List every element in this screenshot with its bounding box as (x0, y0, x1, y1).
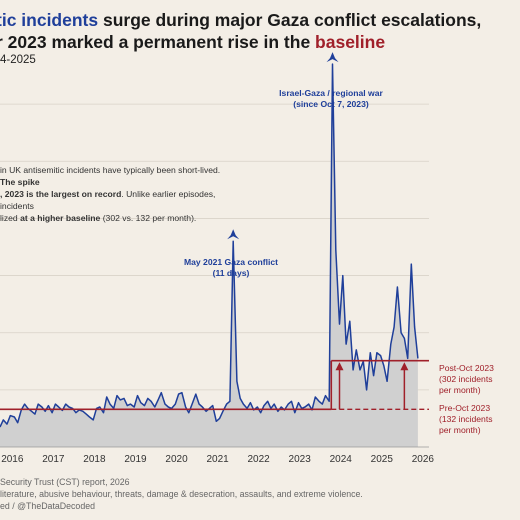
label-pre-line-3: per month) (439, 425, 481, 435)
annotation-may-2021-line-2: (11 days) (213, 268, 250, 278)
rise-arrow-head-1 (335, 362, 344, 371)
note-bold-2: at a higher baseline (20, 213, 101, 223)
label-post-line-1: Post-Oct 2023 (439, 363, 494, 373)
note-text-5: (302 vs. 132 per month). (100, 213, 197, 223)
gridlines (0, 103, 429, 391)
x-tick-2021: 2021 (206, 454, 229, 465)
chart-subtitle: 4-2025 (0, 54, 36, 66)
note-text-4: lized (0, 213, 21, 223)
x-tick-2020: 2020 (165, 454, 188, 465)
note-text-3: . Unlike earlier episodes, incidents (0, 189, 216, 211)
rise-arrows (335, 362, 409, 410)
rise-arrow-head-2 (400, 362, 409, 371)
footer-credit: ed / @TheDataDecoded (0, 501, 96, 511)
note-bold-record: , 2023 is the largest on record (0, 189, 122, 199)
x-tick-2016: 2016 (1, 454, 24, 465)
footer-definition: literature, abusive behaviour, threats, … (0, 489, 363, 499)
note-bold-1: The spike (0, 177, 40, 187)
note-text-1: in UK antisemitic incidents have typical… (0, 165, 221, 175)
burst-icon-1 (227, 229, 240, 240)
x-tick-2022: 2022 (248, 454, 271, 465)
x-tick-2023: 2023 (289, 454, 312, 465)
annotation-may-2021-line-1: May 2021 Gaza conflict (184, 257, 278, 267)
chart-note: in UK antisemitic incidents have typical… (0, 164, 232, 224)
title-highlight-baseline: baseline (315, 32, 386, 52)
x-tick-2018: 2018 (83, 454, 106, 465)
label-pre-oct-2023: Pre-Oct 2023 (132 incidents per month) (439, 403, 493, 435)
label-post-oct-2023: Post-Oct 2023 (302 incidents per month) (439, 363, 494, 395)
title-line-2-start: r 2023 marked a permanent rise in the (0, 32, 316, 52)
x-tick-2017: 2017 (42, 454, 65, 465)
title-line-1: tic incidents surge during major Gaza co… (0, 9, 520, 31)
label-pre-line-1: Pre-Oct 2023 (439, 403, 490, 413)
baselines (0, 359, 429, 411)
label-post-line-3: per month) (439, 385, 481, 395)
annotation-oct-2023-line-2: (since Oct 7, 2023) (293, 99, 369, 109)
x-tick-2024: 2024 (330, 454, 353, 465)
label-post-line-2: (302 incidents (439, 374, 493, 384)
x-tick-2019: 2019 (124, 454, 147, 465)
burst-icon-2 (326, 52, 339, 63)
x-tick-labels: 2016 2017 2018 2019 2020 2021 2022 2023 2024 2025… (1, 454, 434, 465)
label-pre-line-2: (132 incidents (439, 414, 493, 424)
footer-source: Security Trust (CST) report, 2026 (0, 477, 130, 487)
event-markers (227, 52, 339, 240)
chart-footer: Security Trust (CST) report, 2026 litera… (0, 476, 363, 512)
series-line (0, 63, 419, 428)
chart-title: tic incidents surge during major Gaza co… (0, 9, 520, 53)
title-highlight-incidents: tic incidents (0, 10, 99, 30)
title-line-1-rest: surge during major Gaza conflict escalat… (98, 10, 482, 30)
x-tick-2025: 2025 (371, 454, 394, 465)
annotation-may-2021: May 2021 Gaza conflict (11 days) (184, 257, 278, 278)
annotation-oct-2023: Israel-Gaza / regional war (since Oct 7,… (279, 88, 383, 109)
x-tick-2026: 2026 (412, 454, 435, 465)
title-line-2: r 2023 marked a permanent rise in the ba… (0, 31, 520, 53)
annotation-oct-2023-line-1: Israel-Gaza / regional war (279, 88, 383, 98)
